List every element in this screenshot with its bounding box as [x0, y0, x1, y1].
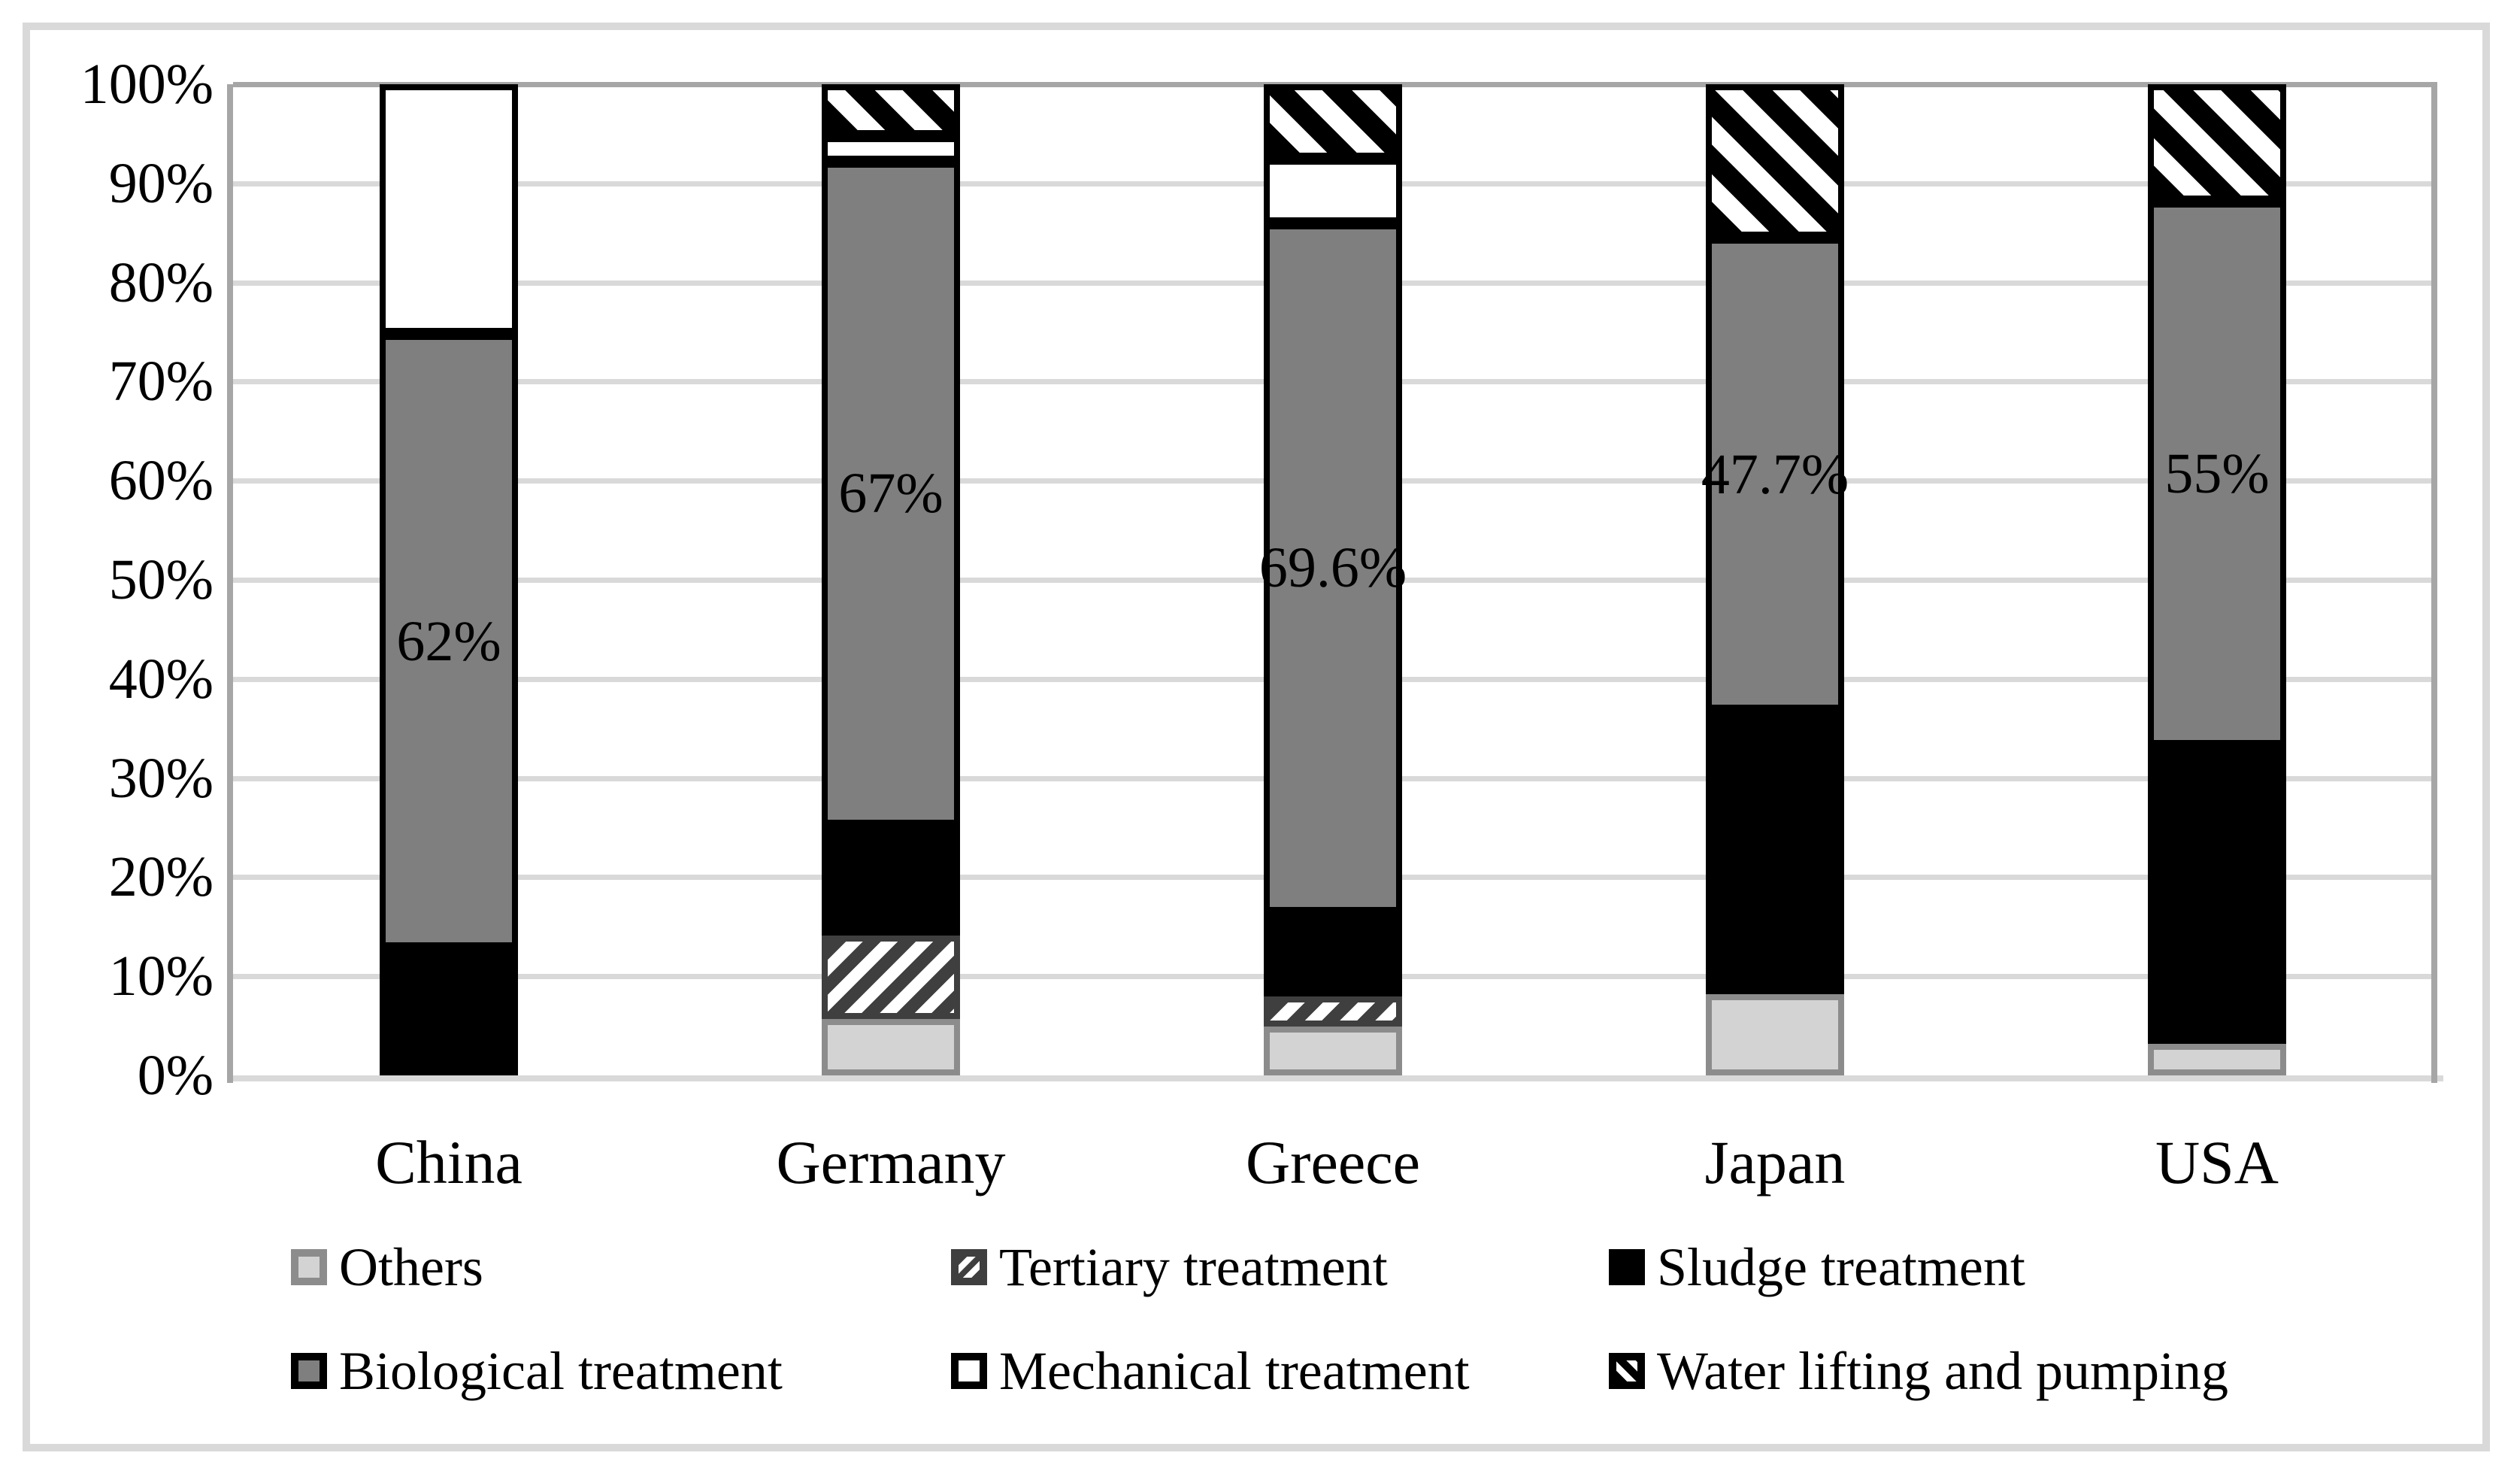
bar-segment-biological-treatment [1264, 223, 1402, 913]
x-axis-label-germany: Germany [776, 1128, 1006, 1196]
bar-segment-others [1264, 1027, 1402, 1075]
data-label: 62% [396, 609, 501, 673]
legend-label: Tertiary treatment [999, 1237, 1388, 1297]
legend-swatch-sludge-treatment [1609, 1249, 1645, 1285]
bar-segment-biological-treatment [2148, 201, 2286, 747]
legend-label: Water lifting and pumping [1657, 1341, 2229, 1401]
legend-item-tertiary-treatment: Tertiary treatment [951, 1235, 1388, 1300]
data-label: 69.6% [1258, 536, 1407, 600]
bar-segment-mechanical-treatment [822, 135, 960, 162]
y-tick-label: 30% [108, 746, 214, 810]
bar-segment-water-lifting-and-pumping [2148, 84, 2286, 202]
x-axis-line [227, 1075, 2443, 1081]
legend-swatch-tertiary-treatment [951, 1249, 987, 1285]
x-axis-label-japan: Japan [1704, 1128, 1846, 1196]
legend-label: Mechanical treatment [999, 1341, 1470, 1401]
bar-segment-others [2148, 1043, 2286, 1075]
bar-china: 62% [380, 84, 518, 1075]
bar-segment-biological-treatment [1706, 238, 1844, 711]
legend-swatch-water-lifting-and-pumping [1609, 1353, 1645, 1389]
y-tick-label: 40% [108, 647, 214, 711]
plot-right-border [2431, 84, 2437, 1083]
bar-segment-sludge-treatment [380, 948, 518, 1075]
legend-label: Sludge treatment [1657, 1237, 2025, 1297]
bar-segment-others [822, 1018, 960, 1075]
x-axis-label-greece: Greece [1245, 1128, 1421, 1196]
y-tick-label: 100% [80, 53, 214, 116]
legend-item-mechanical-treatment: Mechanical treatment [951, 1339, 1470, 1403]
bar-segment-water-lifting-and-pumping [1264, 84, 1402, 159]
y-tick-label: 70% [108, 350, 214, 414]
bar-segment-water-lifting-and-pumping [1706, 84, 1844, 238]
y-axis-line [227, 84, 233, 1083]
bar-segment-mechanical-treatment [1264, 158, 1402, 223]
y-tick-label: 0% [137, 1044, 214, 1107]
x-axis-label-china: China [375, 1128, 522, 1196]
data-label: 67% [838, 462, 943, 526]
legend-label: Others [339, 1237, 483, 1297]
y-tick-label: 20% [108, 845, 214, 909]
y-tick-label: 80% [108, 250, 214, 314]
legend-swatch-mechanical-treatment [951, 1353, 987, 1389]
y-tick-label: 60% [108, 449, 214, 513]
bar-segment-tertiary-treatment [1264, 996, 1402, 1027]
bar-segment-sludge-treatment [1706, 711, 1844, 994]
y-tick-label: 90% [108, 151, 214, 215]
bar-segment-water-lifting-and-pumping [822, 84, 960, 136]
legend-item-others: Others [291, 1235, 483, 1300]
data-label: 47.7% [1701, 442, 1849, 506]
bar-segment-mechanical-treatment [380, 84, 518, 335]
legend-swatch-others [291, 1249, 327, 1285]
bar-segment-sludge-treatment [2148, 746, 2286, 1044]
legend-item-sludge-treatment: Sludge treatment [1609, 1235, 2025, 1300]
legend-item-water-lifting-and-pumping: Water lifting and pumping [1609, 1339, 2228, 1403]
x-axis-label-usa: USA [2155, 1128, 2279, 1196]
bar-segment-tertiary-treatment [822, 936, 960, 1019]
plot-area: 62% 67% 69.6% 47.7% 55% [227, 82, 2443, 1083]
y-tick-label: 50% [108, 548, 214, 611]
bar-segment-sludge-treatment [1264, 912, 1402, 996]
bar-segment-biological-treatment [380, 334, 518, 949]
legend-label: Biological treatment [339, 1341, 783, 1401]
bar-japan: 47.7% [1701, 84, 1849, 1075]
bar-segment-biological-treatment [822, 161, 960, 826]
bar-segment-sludge-treatment [822, 825, 960, 936]
figure-border [23, 23, 2490, 1451]
bar-usa: 55% [2148, 84, 2286, 1075]
legend-swatch-biological-treatment [291, 1353, 327, 1389]
y-tick-label: 10% [108, 945, 214, 1008]
bar-germany: 67% [822, 84, 960, 1075]
bar-greece: 69.6% [1259, 84, 1407, 1075]
legend-item-biological-treatment: Biological treatment [291, 1339, 783, 1403]
data-label: 55% [2164, 441, 2270, 505]
bar-segment-others [1706, 993, 1844, 1075]
